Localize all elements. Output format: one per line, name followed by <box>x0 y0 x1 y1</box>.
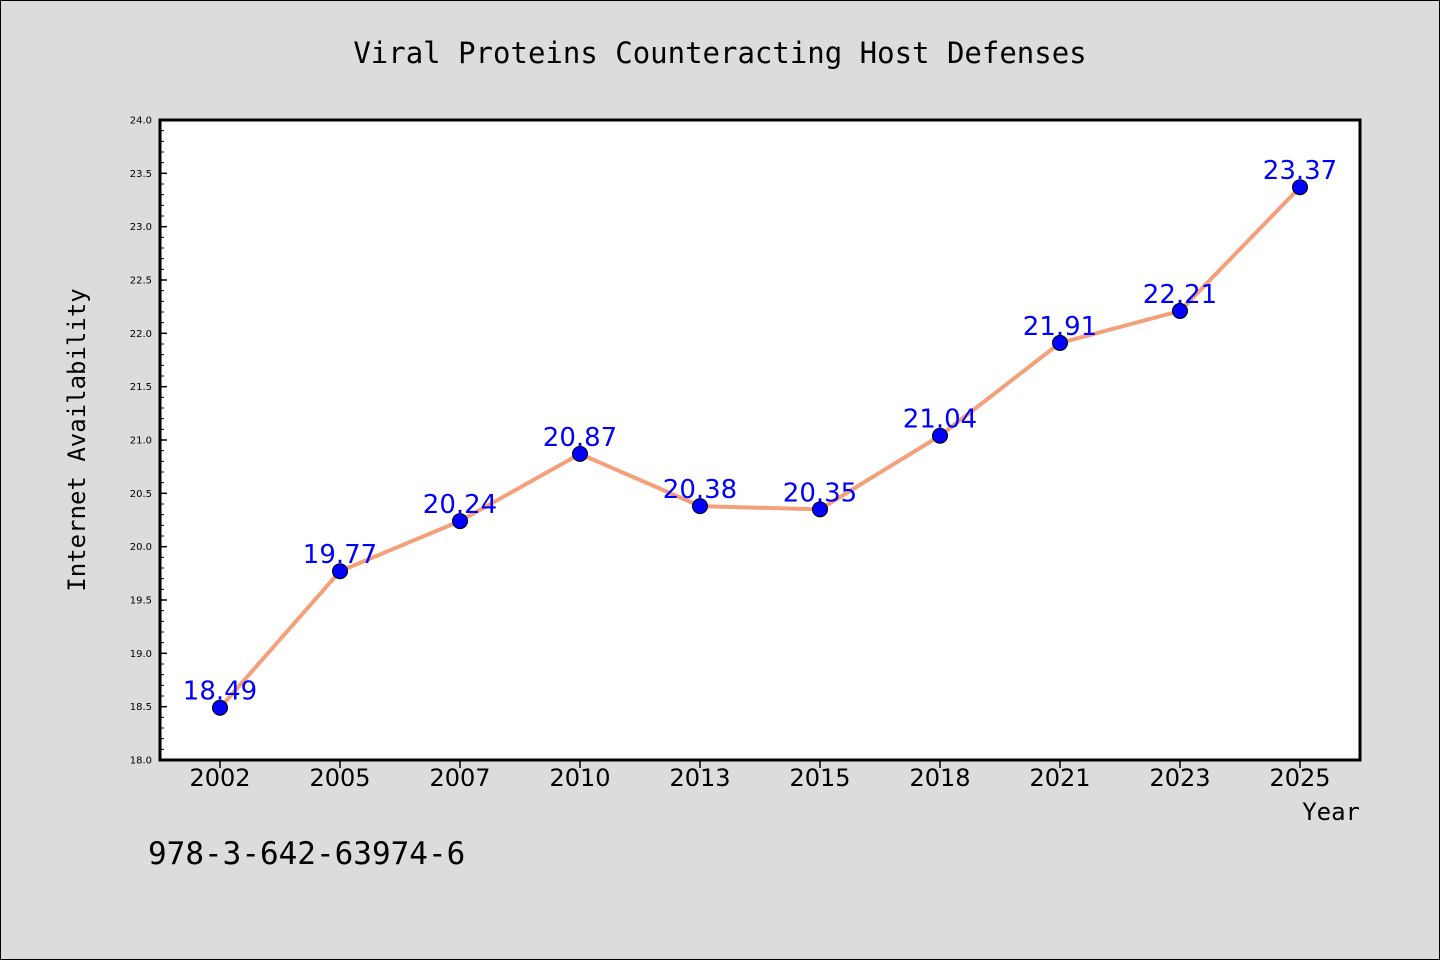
series-markers <box>212 179 1308 716</box>
data-point <box>452 513 468 530</box>
plot-frame <box>158 118 1362 762</box>
y-tick-label: 18.0 <box>130 756 152 767</box>
y-tick-label: 21.0 <box>130 436 152 447</box>
series-line <box>218 185 1302 710</box>
chart-title: Viral Proteins Counteracting Host Defens… <box>353 36 1086 70</box>
data-label: 19.77 <box>303 540 377 570</box>
y-tick-label: 20.5 <box>130 489 152 500</box>
data-point <box>692 498 708 515</box>
data-label: 20.38 <box>663 475 737 505</box>
data-label: 20.87 <box>543 423 617 453</box>
x-tick-label: 2002 <box>189 764 250 792</box>
data-point <box>812 501 828 518</box>
y-tick-label: 18.5 <box>130 702 152 713</box>
data-label: 23.37 <box>1263 156 1337 186</box>
data-label: 21.91 <box>1023 312 1097 342</box>
y-tick-label: 19.5 <box>130 596 152 607</box>
data-point <box>1052 334 1068 351</box>
y-tick-label: 23.5 <box>130 169 152 180</box>
data-point <box>932 427 948 444</box>
data-label: 20.24 <box>423 490 497 520</box>
x-tick-label: 2010 <box>549 764 610 792</box>
x-tick-label: 2007 <box>429 764 490 792</box>
y-tick-label: 24.0 <box>130 116 152 127</box>
data-point <box>332 563 348 580</box>
x-tick-label: 2023 <box>1149 764 1210 792</box>
plot-area <box>160 120 1360 760</box>
data-point <box>572 445 588 462</box>
y-tick-label: 19.0 <box>130 649 152 660</box>
y-tick-label: 23.0 <box>130 222 152 233</box>
data-point <box>1172 302 1188 319</box>
y-tick-label: 22.5 <box>130 276 152 287</box>
x-tick-label: 2025 <box>1269 764 1330 792</box>
x-tick-label: 2018 <box>909 764 970 792</box>
y-tick-label: 22.0 <box>130 329 152 340</box>
data-labels: 18.49 19.77 20.24 20.87 20.38 20.35 21.04 21.91… <box>183 156 1337 707</box>
data-point <box>212 699 228 716</box>
data-label: 18.49 <box>183 677 257 707</box>
footer-code: 978-3-642-63974-6 <box>148 836 465 872</box>
y-tick-label: 21.5 <box>130 382 152 393</box>
x-tick-label: 2015 <box>789 764 850 792</box>
x-tick-label: 2021 <box>1029 764 1090 792</box>
x-axis: 2002 2005 2007 2010 2013 2015 2018 2021 2023 2025 <box>189 760 1331 792</box>
x-tick-label: 2005 <box>309 764 370 792</box>
data-label: 22.21 <box>1143 280 1217 310</box>
data-point <box>1292 179 1308 196</box>
data-label: 21.04 <box>903 405 977 435</box>
y-tick-label: 20.0 <box>130 542 152 553</box>
x-tick-label: 2013 <box>669 764 730 792</box>
data-label: 20.35 <box>783 478 857 508</box>
x-axis-label: Year <box>1302 798 1360 826</box>
y-axis-label: Internet Availability <box>63 288 91 591</box>
